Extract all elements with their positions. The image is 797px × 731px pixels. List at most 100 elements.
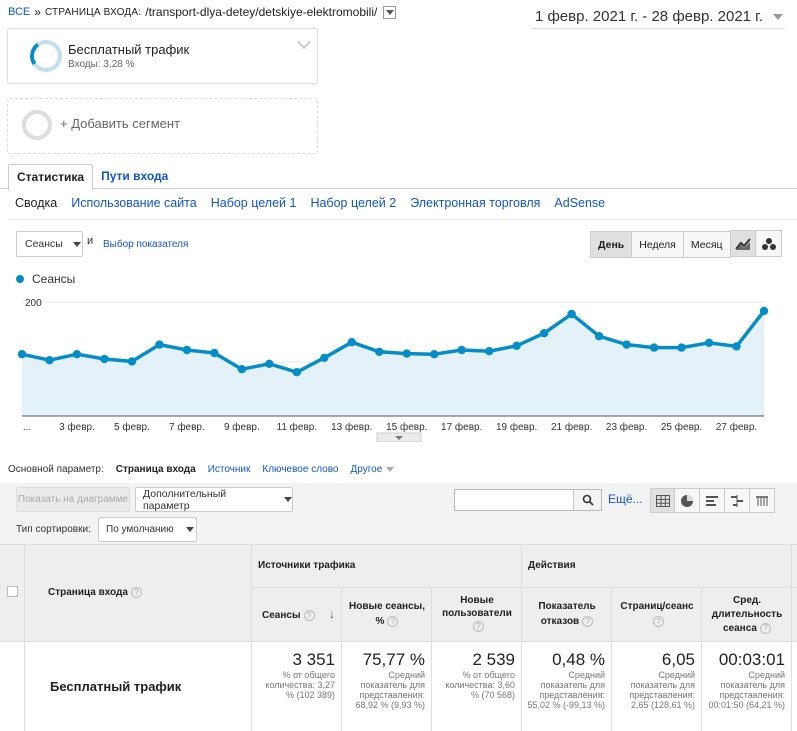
help-icon[interactable]: ? (582, 615, 594, 627)
dimension-column-header[interactable]: Страница входа? (48, 587, 142, 598)
table-view-data-button[interactable] (650, 488, 675, 513)
period-month-button[interactable]: Месяц (683, 231, 731, 258)
dimension-other-label: Другое (350, 464, 383, 475)
motion-chart-button[interactable] (756, 230, 782, 257)
x-tick-label: 5 февр. (114, 421, 150, 433)
table-view-toggle (650, 488, 775, 513)
breadcrumb-all-link[interactable]: ВСЕ (8, 6, 31, 18)
help-icon[interactable]: ? (387, 615, 399, 627)
bubble-chart-icon (761, 237, 776, 250)
series-line (21, 309, 766, 374)
select-all-checkbox[interactable] (7, 586, 18, 597)
help-icon[interactable]: ? (303, 610, 315, 621)
data-point (182, 345, 192, 355)
subtab-goal-set-2[interactable]: Набор целей 2 (310, 196, 397, 210)
x-tick-label: 23 февр. (606, 421, 647, 433)
group-header-actions: Действия (528, 560, 576, 571)
help-icon[interactable]: ? (130, 587, 142, 598)
tab-statistics[interactable]: Статистика (8, 164, 94, 191)
sort-type-select[interactable]: По умолчанию (98, 517, 197, 542)
explorer-subtabs: Сводка Использование сайта Набор целей 1… (15, 196, 605, 210)
column-title: Новые пользователи (442, 595, 512, 619)
help-icon[interactable]: ? (473, 620, 484, 632)
data-point (567, 309, 576, 319)
totals-value: 3 351 (292, 650, 335, 669)
sort-type-label: Тип сортировки: (16, 524, 91, 535)
data-point (539, 329, 549, 338)
column-header-avg-session-duration[interactable]: Сред. длительность сеанса? (706, 594, 788, 636)
subtab-divider (8, 219, 797, 220)
date-range-picker[interactable]: 1 февр. 2021 г. - 28 февр. 2021 г. (530, 8, 785, 29)
subtab-adsense[interactable]: AdSense (554, 196, 606, 210)
column-header-new-sessions[interactable]: Новые сеансы, %? (346, 599, 428, 629)
data-point (237, 365, 247, 374)
column-header-sessions[interactable]: Сеансы? (262, 610, 315, 621)
col-divider (701, 587, 702, 731)
column-title: Сред. длительность сеанса (711, 595, 783, 634)
table-view-pivot-button[interactable] (750, 488, 775, 513)
totals-subtext: Средний показатель для представления: 2,… (629, 670, 695, 710)
chevron-down-icon (386, 467, 395, 472)
plot-rows-button[interactable]: Показать на диаграмме (16, 487, 130, 512)
col-divider (341, 587, 342, 731)
tab-divider (0, 188, 797, 189)
breadcrumb-separator: » (34, 5, 41, 19)
sessions-chart: 200100...3 февр.5 февр.7 февр.9 февр.11 … (17, 298, 769, 442)
column-title: Показатель отказов (538, 601, 596, 627)
tab-entry-paths[interactable]: Пути входа (101, 169, 169, 183)
subtab-ecommerce[interactable]: Электронная торговля (410, 196, 541, 210)
data-point (594, 332, 604, 341)
comparison-icon (731, 494, 743, 507)
data-point (622, 340, 631, 349)
table-view-performance-button[interactable] (700, 488, 725, 513)
totals-subtext: Средний показатель для представления: 55… (527, 670, 605, 710)
data-point (375, 347, 384, 356)
search-button[interactable] (573, 490, 601, 510)
column-header-bounce-rate[interactable]: Показатель отказов? (526, 599, 608, 629)
column-header-pages-per-session[interactable]: Страниц/сеанс? (616, 599, 698, 629)
column-title: Новые сеансы, % (349, 601, 425, 627)
breadcrumb-dropdown-button[interactable] (383, 5, 397, 19)
table-view-comparison-button[interactable] (725, 488, 750, 513)
totals-subtext: Средний показатель для представления: 00… (708, 670, 785, 710)
help-icon[interactable]: ? (653, 615, 664, 627)
sort-descending-icon[interactable]: ↓ (329, 607, 335, 621)
x-tick-label: 9 февр. (224, 421, 260, 433)
subtab-summary[interactable]: Сводка (15, 196, 58, 210)
subtab-goal-set-1[interactable]: Набор целей 1 (210, 196, 297, 210)
breadcrumb-landing-path: /transport-dlya-detey/detskiye-elektromo… (145, 5, 378, 19)
totals-cell-sessions: 3 351 % от общего количества: 3,27 % (10… (257, 650, 335, 700)
metric-select[interactable]: Сеансы (16, 231, 83, 257)
column-header-new-users[interactable]: Новые пользователи? (436, 594, 518, 633)
chevron-down-icon[interactable] (296, 34, 312, 50)
y-tick-label: 200 (25, 298, 42, 309)
bar-list-icon (706, 495, 718, 506)
subtab-site-usage[interactable]: Использование сайта (71, 196, 197, 210)
dimension-source[interactable]: Источник (207, 464, 251, 475)
dimension-landing-page[interactable]: Страница входа (115, 464, 196, 475)
data-point (72, 350, 82, 359)
line-chart-button[interactable] (730, 230, 756, 257)
secondary-dimension-select[interactable]: Дополнительный параметр (135, 487, 293, 512)
add-segment-label: + Добавить сегмент (60, 116, 181, 131)
choose-metric-link[interactable]: Выбор показателя (103, 239, 189, 250)
x-tick-label: 13 февр. (331, 421, 372, 433)
data-point (430, 350, 439, 359)
totals-subtext: % от общего количества: 3,60 % (70 568) (445, 670, 515, 700)
pivot-icon (756, 495, 768, 506)
totals-value: 0,48 % (552, 650, 605, 669)
table-search-input[interactable] (454, 489, 602, 511)
chevron-down-icon (773, 13, 783, 20)
totals-value: 6,05 (661, 650, 695, 669)
segment-card-active[interactable]: Бесплатный трафик Входы: 3,28 % (7, 28, 318, 84)
dimension-keyword[interactable]: Ключевое слово (262, 464, 339, 475)
totals-value: 75,77 % (362, 650, 425, 669)
advanced-filter-link[interactable]: Ещё... (608, 492, 643, 506)
period-day-button[interactable]: День (590, 231, 633, 258)
help-icon[interactable]: ? (759, 622, 771, 634)
table-view-pie-button[interactable] (675, 488, 700, 513)
data-point (704, 338, 714, 347)
dimension-other-dropdown[interactable]: Другое (350, 464, 395, 475)
period-week-button[interactable]: Неделя (632, 231, 684, 258)
add-segment-card[interactable]: + Добавить сегмент (7, 98, 318, 154)
